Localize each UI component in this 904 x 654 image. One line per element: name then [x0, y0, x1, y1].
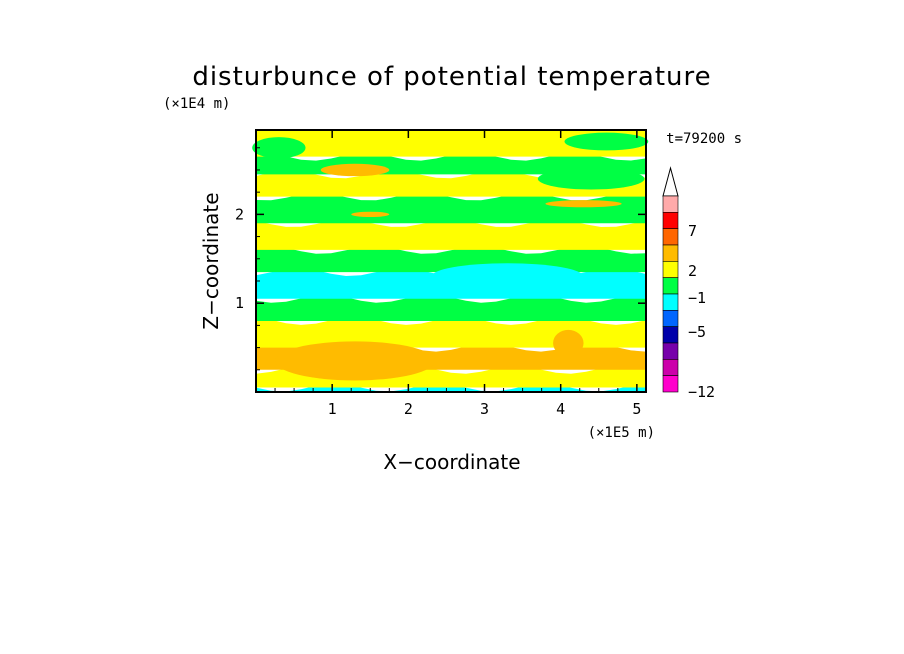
colorbar-label: 7	[688, 222, 697, 240]
contour-feature	[545, 200, 622, 208]
plot-frame	[255, 129, 647, 393]
contour-band	[256, 170, 646, 197]
contour-feature	[351, 211, 390, 218]
contour-feature	[320, 163, 390, 177]
contour-band	[256, 219, 646, 250]
x-axis-label: X−coordinate	[383, 450, 520, 474]
contour-feature	[431, 263, 584, 290]
field-features	[252, 132, 649, 381]
colorbar-swatch	[662, 359, 679, 376]
colorbar: 7 2 −1 −5 −12	[662, 166, 715, 401]
colorbar-swatch	[662, 375, 679, 393]
contour-feature	[252, 137, 306, 159]
colorbar-swatch	[662, 310, 679, 327]
contour-feature	[564, 132, 649, 151]
colorbar-swatch	[662, 342, 679, 360]
y-tick-label: 1	[235, 294, 244, 312]
contour-band	[256, 192, 646, 224]
x-tick-label: 4	[556, 400, 565, 418]
colorbar-swatch	[662, 244, 679, 262]
plot-area	[252, 129, 649, 393]
contour-band	[256, 294, 646, 321]
colorbar-swatch	[662, 326, 679, 344]
x-axis: 1 2 3 4 5	[274, 130, 641, 418]
time-label: t=79200 s	[666, 131, 742, 147]
y-axis-label: Z−coordinate	[199, 192, 223, 329]
contour-band	[256, 365, 646, 388]
colorbar-label: −12	[688, 383, 715, 401]
colorbar-label: −5	[688, 323, 706, 341]
colorbar-label: −1	[688, 289, 706, 307]
colorbar-swatch	[662, 212, 679, 229]
x-unit-label: (×1E5 m)	[588, 425, 655, 441]
colorbar-swatch	[662, 195, 679, 213]
colorbar-label: 2	[688, 262, 697, 280]
contour-band	[256, 317, 646, 348]
y-unit-label: (×1E4 m)	[163, 96, 230, 112]
x-tick-label: 3	[480, 400, 489, 418]
contour-feature	[553, 329, 584, 357]
x-tick-label: 1	[328, 400, 337, 418]
colorbar-swatch	[662, 228, 679, 246]
colorbar-swatch	[662, 261, 679, 278]
x-tick-label: 2	[404, 400, 413, 418]
contour-feature	[275, 341, 436, 381]
contour-feature	[537, 168, 645, 190]
contour-band	[256, 130, 646, 157]
colorbar-swatch	[662, 277, 679, 295]
colorbar-arrow	[662, 166, 679, 197]
x-tick-label: 5	[632, 400, 641, 418]
chart-title: disturbunce of potential temperature	[192, 62, 711, 92]
y-axis: 12	[235, 147, 646, 371]
y-tick-label: 2	[235, 205, 244, 223]
colorbar-swatch	[662, 293, 679, 311]
